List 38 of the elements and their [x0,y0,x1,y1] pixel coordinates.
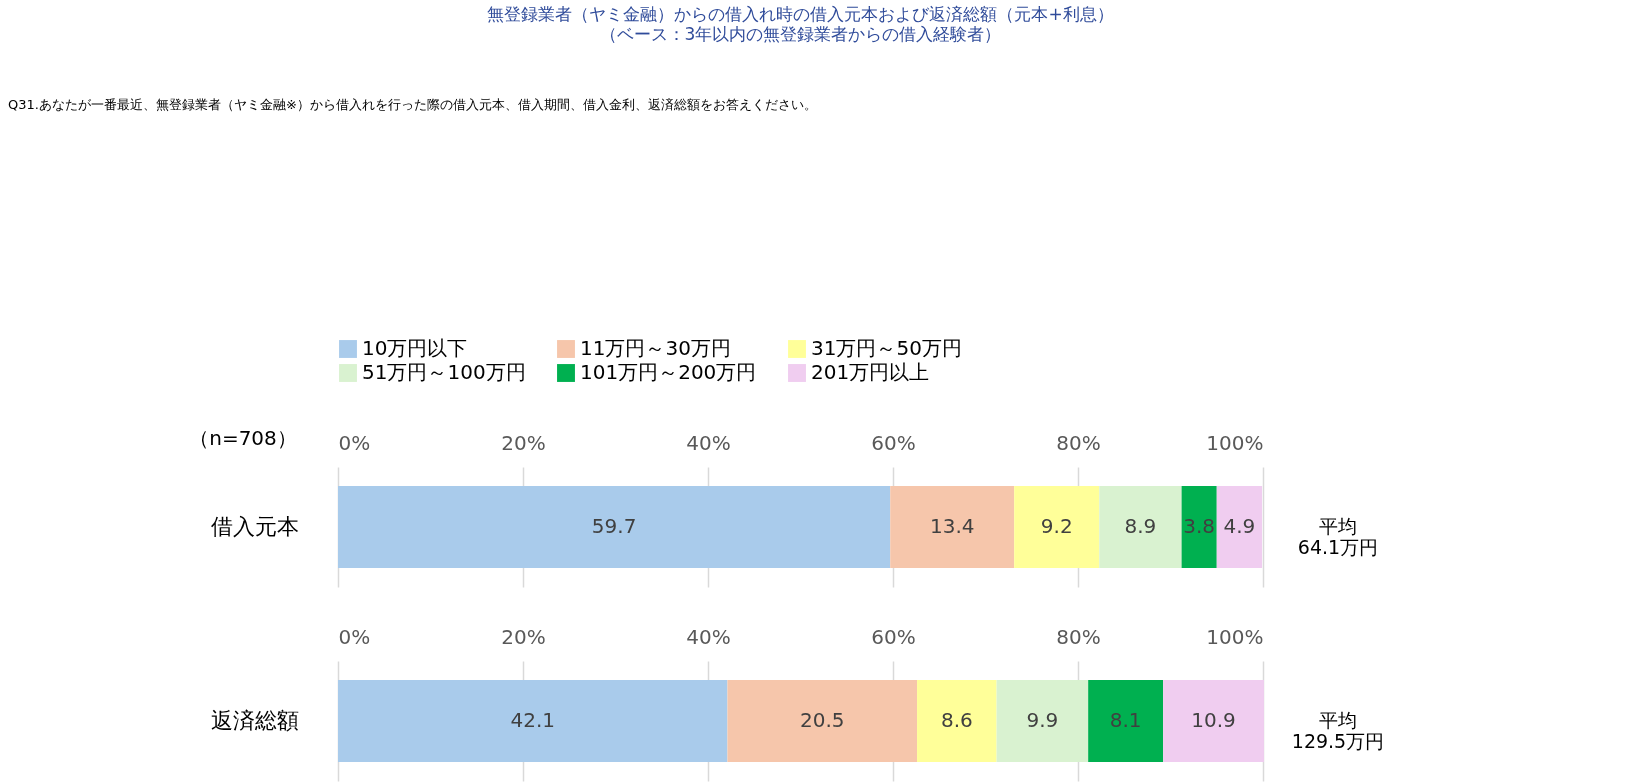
x-tick-label: 0% [338,430,371,455]
data-label: 8.1 [1109,708,1142,732]
x-tick-label: 20% [501,624,546,649]
legend-label: 10万円以下 [362,336,468,360]
data-label: 10.9 [1191,708,1236,732]
data-label: 20.5 [799,708,845,732]
x-tick-label: 100% [1206,624,1264,649]
data-label: 8.9 [1124,514,1157,538]
chart-title: 無登録業者（ヤミ金融）からの借入れ時の借入元本および返済総額（元本+利息） [487,4,1114,24]
x-tick-label: 100% [1206,430,1264,455]
x-tick-label: 0% [338,624,371,649]
data-label: 8.6 [940,708,973,732]
legend-label: 101万円～200万円 [580,360,757,384]
legend-label: 11万円～30万円 [580,336,731,360]
text: （n=708） [189,426,297,450]
text: Q31.あなたが一番最近、無登録業者（ヤミ金融※）から借入れを行った際の借入元本、借入期間、借入金利、返済総額をお答えください。 [8,97,817,112]
legend-label: 201万円以上 [811,360,930,384]
data-label: 59.7 [591,514,637,538]
x-tick-label: 20% [501,430,546,455]
x-tick-label: 80% [1056,624,1101,649]
data-label: 9.2 [1040,514,1073,538]
text: 平均 64.1万円 [1297,515,1379,558]
data-label: 42.1 [510,708,555,732]
data-label: 4.9 [1223,514,1256,538]
y-tick-label: 借入元本 [210,514,299,539]
legend-label: 31万円～50万円 [811,336,962,360]
chart-subtitle: （ベース：3年以内の無登録業者からの借入経験者） [599,24,1002,44]
x-tick-label: 40% [686,430,731,455]
data-label: 9.9 [1026,708,1059,732]
x-tick-label: 60% [871,624,916,649]
x-tick-label: 80% [1056,430,1101,455]
y-tick-label: 返済総額 [210,708,299,733]
x-tick-label: 40% [686,624,731,649]
x-tick-label: 60% [871,430,916,455]
data-label: 3.8 [1183,514,1216,538]
text: 平均 129.5万円 [1291,709,1385,752]
data-label: 13.4 [929,514,975,538]
legend-label: 51万円～100万円 [362,360,526,384]
